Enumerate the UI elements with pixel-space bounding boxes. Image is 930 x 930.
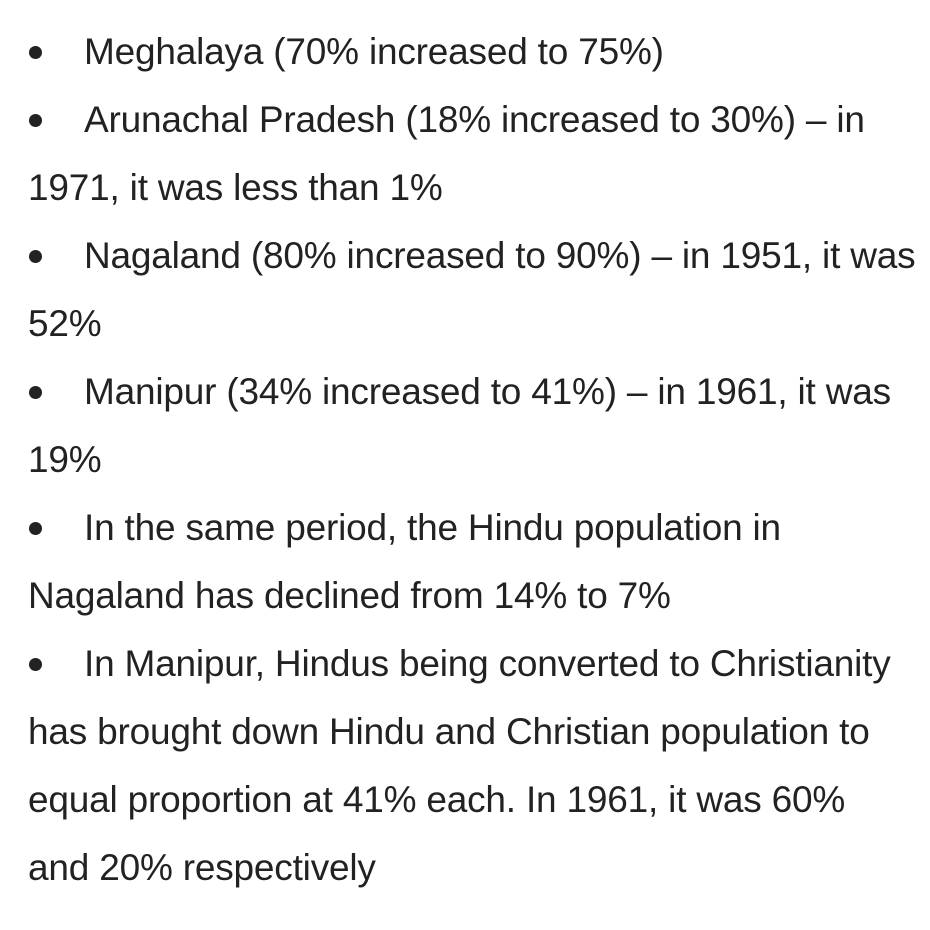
bullet-list: Meghalaya (70% increased to 75%) Arunach…	[28, 18, 916, 902]
list-item: Nagaland (80% increased to 90%) – in 195…	[28, 222, 916, 358]
bullet-icon	[29, 522, 42, 535]
bullet-icon	[29, 250, 42, 263]
list-item-text: Manipur (34% increased to 41%) – in 1961…	[28, 371, 891, 480]
list-item: In Manipur, Hindus being converted to Ch…	[28, 630, 916, 902]
list-item: Manipur (34% increased to 41%) – in 1961…	[28, 358, 916, 494]
bullet-icon	[29, 114, 42, 127]
list-item-text: In Manipur, Hindus being converted to Ch…	[28, 643, 891, 888]
list-item: Meghalaya (70% increased to 75%)	[28, 18, 916, 86]
bullet-icon	[29, 658, 42, 671]
list-item-text: Arunachal Pradesh (18% increased to 30%)…	[28, 99, 865, 208]
list-item: Arunachal Pradesh (18% increased to 30%)…	[28, 86, 916, 222]
list-item-text: Nagaland (80% increased to 90%) – in 195…	[28, 235, 916, 344]
bullet-icon	[29, 46, 42, 59]
list-item-text: In the same period, the Hindu population…	[28, 507, 781, 616]
list-item-text: Meghalaya (70% increased to 75%)	[84, 31, 664, 72]
list-item: In the same period, the Hindu population…	[28, 494, 916, 630]
bullet-icon	[29, 386, 42, 399]
